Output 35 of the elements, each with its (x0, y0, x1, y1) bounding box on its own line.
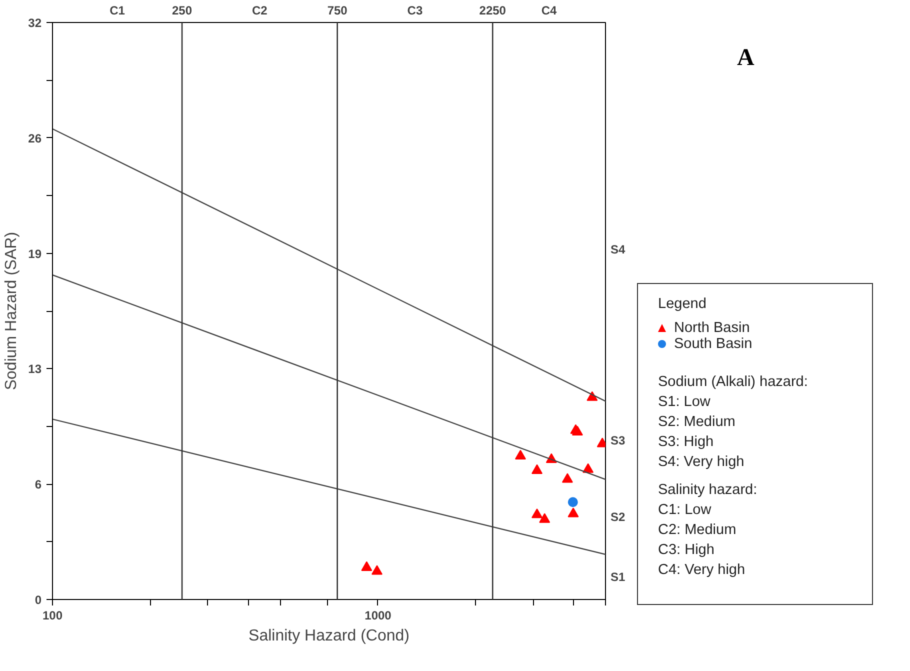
x-tick-label: 100 (42, 608, 63, 622)
text: S4 (610, 242, 626, 257)
text: Salinity hazard: (658, 481, 758, 500)
ref-line-label: 250 (172, 4, 192, 18)
text: Sodium (Alkali) hazard: (658, 373, 809, 392)
text: A (737, 44, 754, 73)
legend-label: North Basin (673, 320, 751, 336)
text: C1 (110, 4, 126, 18)
y-tick-label: 26 (28, 131, 42, 146)
text: S2: Medium (658, 413, 736, 432)
y-tick-label: 6 (34, 478, 42, 492)
y-axis-title: Sodium Hazard (SAR) (3, 232, 20, 390)
text: C2: Medium (658, 521, 738, 540)
x-axis-title: Salinity Hazard (Cond) (248, 628, 410, 644)
text: C3: High (658, 541, 716, 560)
text: S3 (610, 433, 626, 448)
legend-label: South Basin (673, 336, 754, 352)
text: S4: Very high (658, 453, 746, 472)
text: C4: Very high (658, 561, 746, 580)
text: S1: Low (658, 393, 712, 412)
legend-title: Legend (658, 295, 708, 314)
ref-line-label: 2250 (479, 4, 506, 18)
text: C1: Low (658, 501, 712, 520)
y-tick-label: 19 (28, 246, 42, 261)
text: C3 (407, 4, 423, 18)
text: C4 (541, 4, 558, 18)
ref-line-label: 750 (327, 4, 348, 18)
text: C2 (252, 4, 268, 18)
y-tick-label: 13 (28, 362, 42, 376)
text: S1 (610, 570, 626, 584)
y-tick-label: 32 (28, 16, 42, 30)
text: S3: High (658, 433, 715, 452)
x-tick-label: 1000 (364, 608, 392, 622)
y-tick-label: 0 (34, 593, 42, 607)
text: S2 (610, 510, 626, 524)
